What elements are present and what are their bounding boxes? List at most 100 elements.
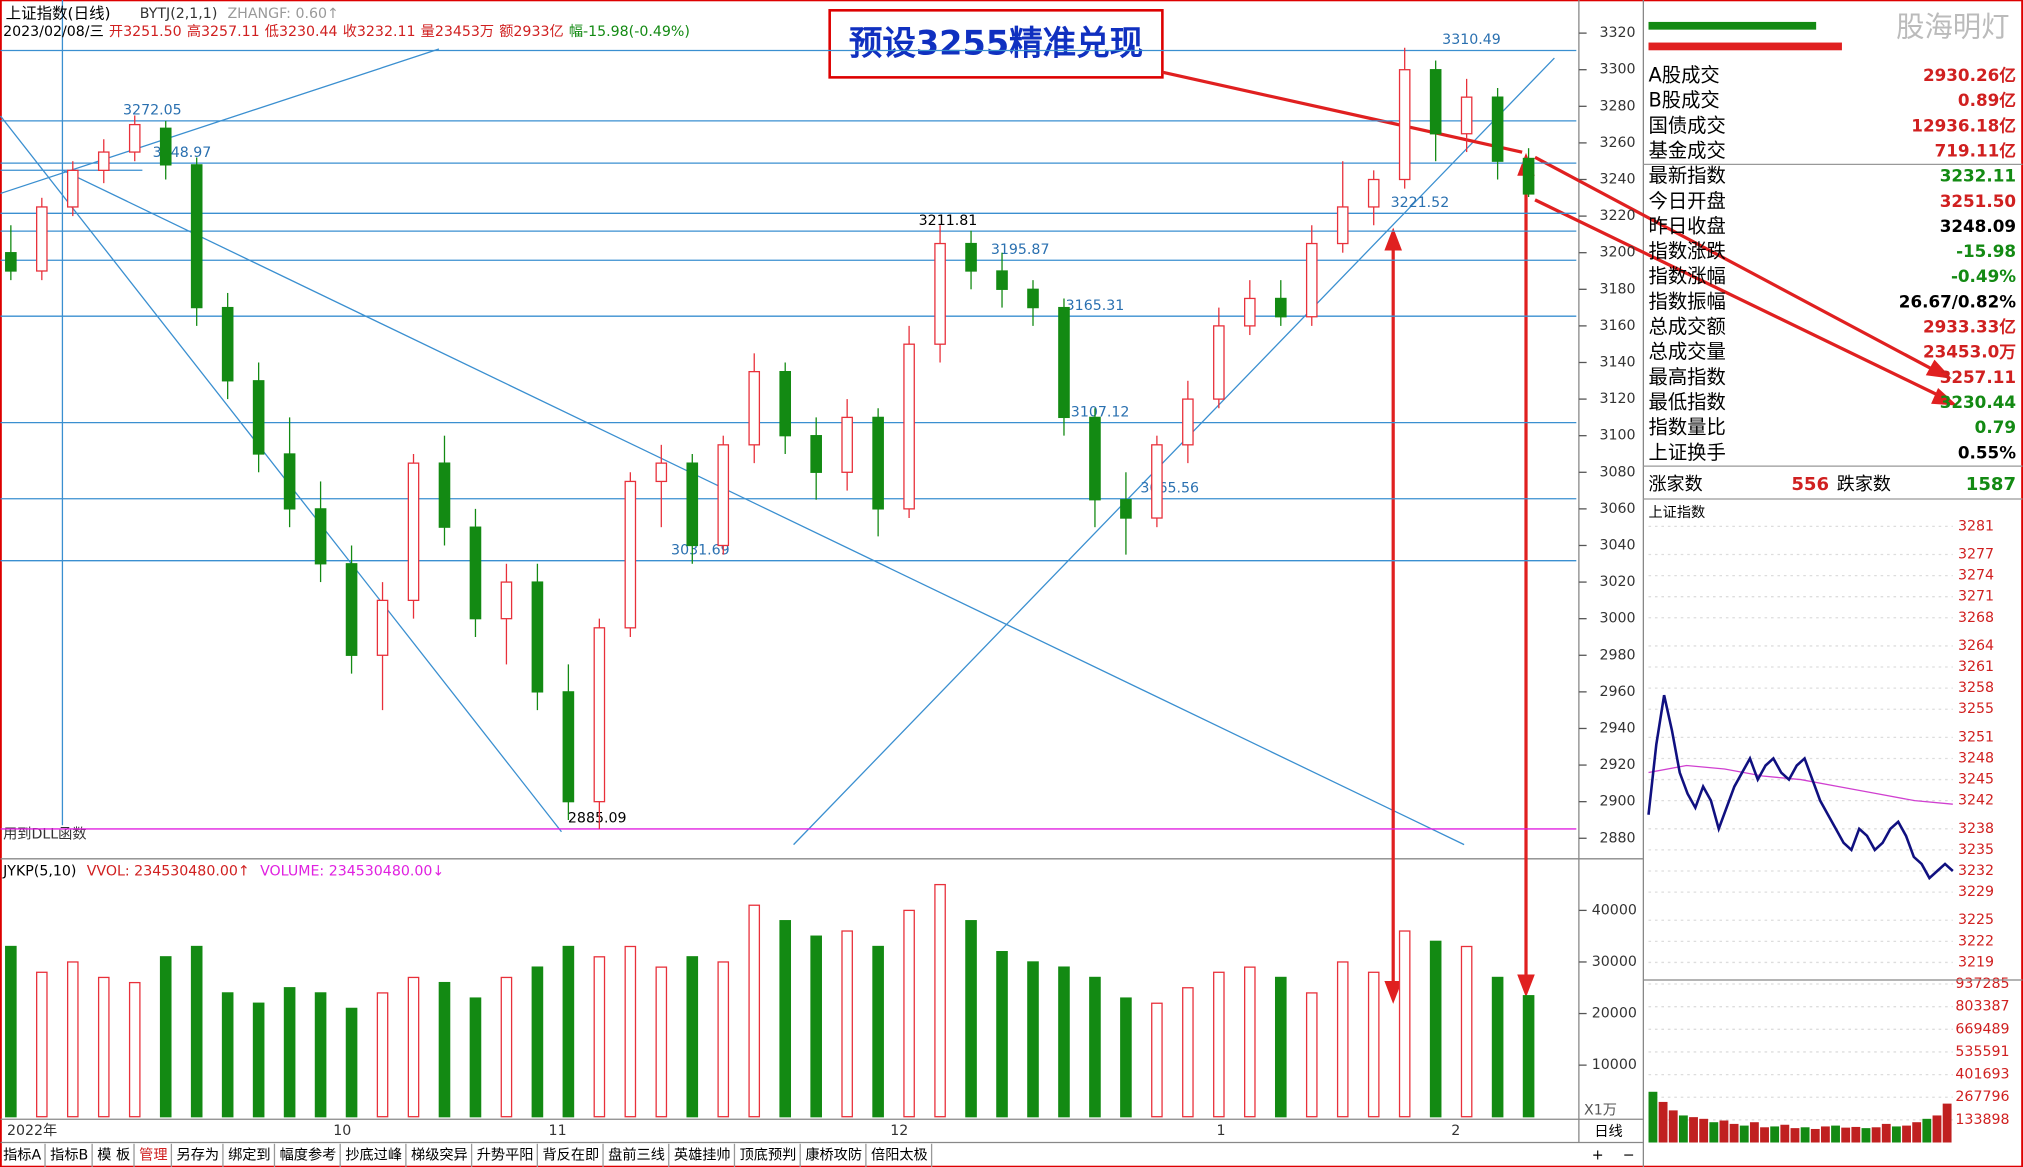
volume-bar: [345, 1007, 358, 1118]
info-label: 上证换手: [1649, 441, 1726, 464]
candle-body: [531, 581, 544, 693]
volume-bar: [252, 1002, 265, 1118]
candle-body: [469, 526, 482, 620]
volume-bar: [779, 920, 792, 1118]
tab[interactable]: 倍阳太极: [871, 1147, 928, 1163]
volume-bar: [1491, 976, 1504, 1118]
candle-body: [283, 453, 296, 510]
candle-body: [97, 151, 110, 171]
y-tick-label: 2880: [1600, 830, 1636, 846]
level-label: 3065.56: [1140, 480, 1199, 496]
y-tick-label: 2960: [1600, 684, 1636, 700]
candle-body: [686, 462, 699, 547]
volume-bar: [1213, 971, 1225, 1118]
zoom[interactable]: +: [1592, 1147, 1604, 1163]
info-label: 指数振幅: [1649, 290, 1726, 313]
volume-bar: [717, 961, 730, 1118]
intraday-tick: 3219: [1958, 954, 1994, 970]
tab[interactable]: 另存为: [177, 1147, 220, 1163]
y-tick-label: 3280: [1600, 98, 1636, 114]
quote: 收3232.11: [343, 24, 416, 40]
volume-bar: [748, 904, 761, 1118]
y-tick-label: 3200: [1600, 245, 1636, 261]
volume-bar: [531, 966, 544, 1118]
tab[interactable]: 指标A: [3, 1147, 41, 1163]
header: 上证指数(日线): [6, 5, 111, 23]
intraday-tick: 3235: [1958, 842, 1994, 858]
intraday-volume: [1902, 1125, 1911, 1143]
intraday-volume: [1678, 1115, 1688, 1143]
level-label: 3272.05: [123, 103, 182, 119]
candle-body: [376, 599, 389, 656]
intraday-volume: [1800, 1127, 1810, 1143]
zoom[interactable]: −: [1623, 1147, 1635, 1163]
volume-bar: [97, 976, 110, 1118]
info-value: 3232.11: [1940, 166, 2016, 186]
info-value: -15.98: [1956, 241, 2016, 261]
candle-body: [1491, 96, 1504, 162]
y-tick-label: 3020: [1600, 574, 1636, 590]
volume-bar: [903, 909, 915, 1118]
info-value: 2930.26亿: [1923, 65, 2016, 85]
tab[interactable]: 管理: [139, 1147, 167, 1163]
volume-bar: [376, 992, 389, 1118]
tab[interactable]: 康桥攻防: [805, 1146, 862, 1163]
intraday-tick: 3281: [1958, 518, 1994, 534]
intraday-tick: 3255: [1958, 701, 1994, 717]
volume-bar: [407, 976, 420, 1118]
intraday-vtick: 401693: [1955, 1067, 2009, 1083]
volume-bar: [1244, 966, 1256, 1118]
x-label: 2: [1451, 1123, 1460, 1139]
y-tick-label: 3320: [1600, 25, 1636, 41]
note: 用到DLL函数: [3, 826, 86, 842]
tab[interactable]: 盘前三线: [608, 1146, 665, 1163]
intraday-tick: 3229: [1958, 884, 1994, 900]
tab[interactable]: 梯级突异: [411, 1147, 468, 1163]
info-value: 3251.50: [1940, 191, 2016, 211]
tab[interactable]: 英雄挂帅: [674, 1146, 731, 1163]
volume-header: VVOL: 234530480.00↑: [87, 864, 250, 880]
level-label: 3165.31: [1066, 298, 1125, 314]
intraday-volume: [1780, 1124, 1790, 1143]
tab[interactable]: 背反在即: [542, 1147, 599, 1163]
tab[interactable]: 抄底过峰: [345, 1147, 402, 1163]
tab[interactable]: 幅度参考: [280, 1146, 337, 1163]
intraday-volume: [1699, 1118, 1709, 1143]
candle-body: [314, 508, 327, 565]
tab[interactable]: 指标B: [50, 1147, 88, 1163]
quote: 低3230.44: [265, 24, 338, 40]
intraday-tick: 3248: [1958, 750, 1994, 766]
indicator: BYTJ(2,1,1): [140, 6, 218, 22]
info-label: A股成交: [1649, 64, 1720, 87]
candle-body: [252, 380, 265, 455]
intraday-volume: [1820, 1126, 1830, 1143]
volume-bar: [593, 956, 606, 1118]
intraday-volume: [1881, 1123, 1891, 1143]
intraday-vtick: 535591: [1955, 1044, 2009, 1060]
candle-body: [345, 563, 358, 656]
candle-body: [1182, 398, 1194, 446]
y-tick-label: 3240: [1600, 172, 1636, 188]
tab[interactable]: 绑定到: [228, 1147, 271, 1163]
y-tick-label: 2900: [1600, 794, 1636, 810]
intraday-volume: [1922, 1118, 1932, 1143]
candle-body: [1027, 288, 1039, 309]
volume-bar: [1120, 997, 1132, 1118]
volume-bar: [1460, 945, 1473, 1118]
candle-body: [872, 416, 884, 510]
intraday-volume: [1841, 1127, 1851, 1143]
volume-bar: [5, 945, 17, 1118]
info-label: 总成交量: [1649, 340, 1726, 363]
candle-body: [66, 169, 79, 208]
watermark: 股海明灯: [1896, 10, 2009, 43]
candle-body: [1398, 69, 1411, 181]
y-tick-label: 3120: [1600, 391, 1636, 407]
quote: 额2933亿: [499, 24, 563, 40]
tab[interactable]: 模 板: [97, 1147, 130, 1163]
intraday-tick: 3258: [1958, 680, 1994, 696]
tab[interactable]: 升势平阳: [477, 1147, 534, 1163]
intraday-volume: [1729, 1123, 1739, 1143]
tab[interactable]: 顶底预判: [740, 1147, 797, 1163]
candle-body: [36, 206, 48, 272]
volume-bar: [1336, 961, 1349, 1118]
